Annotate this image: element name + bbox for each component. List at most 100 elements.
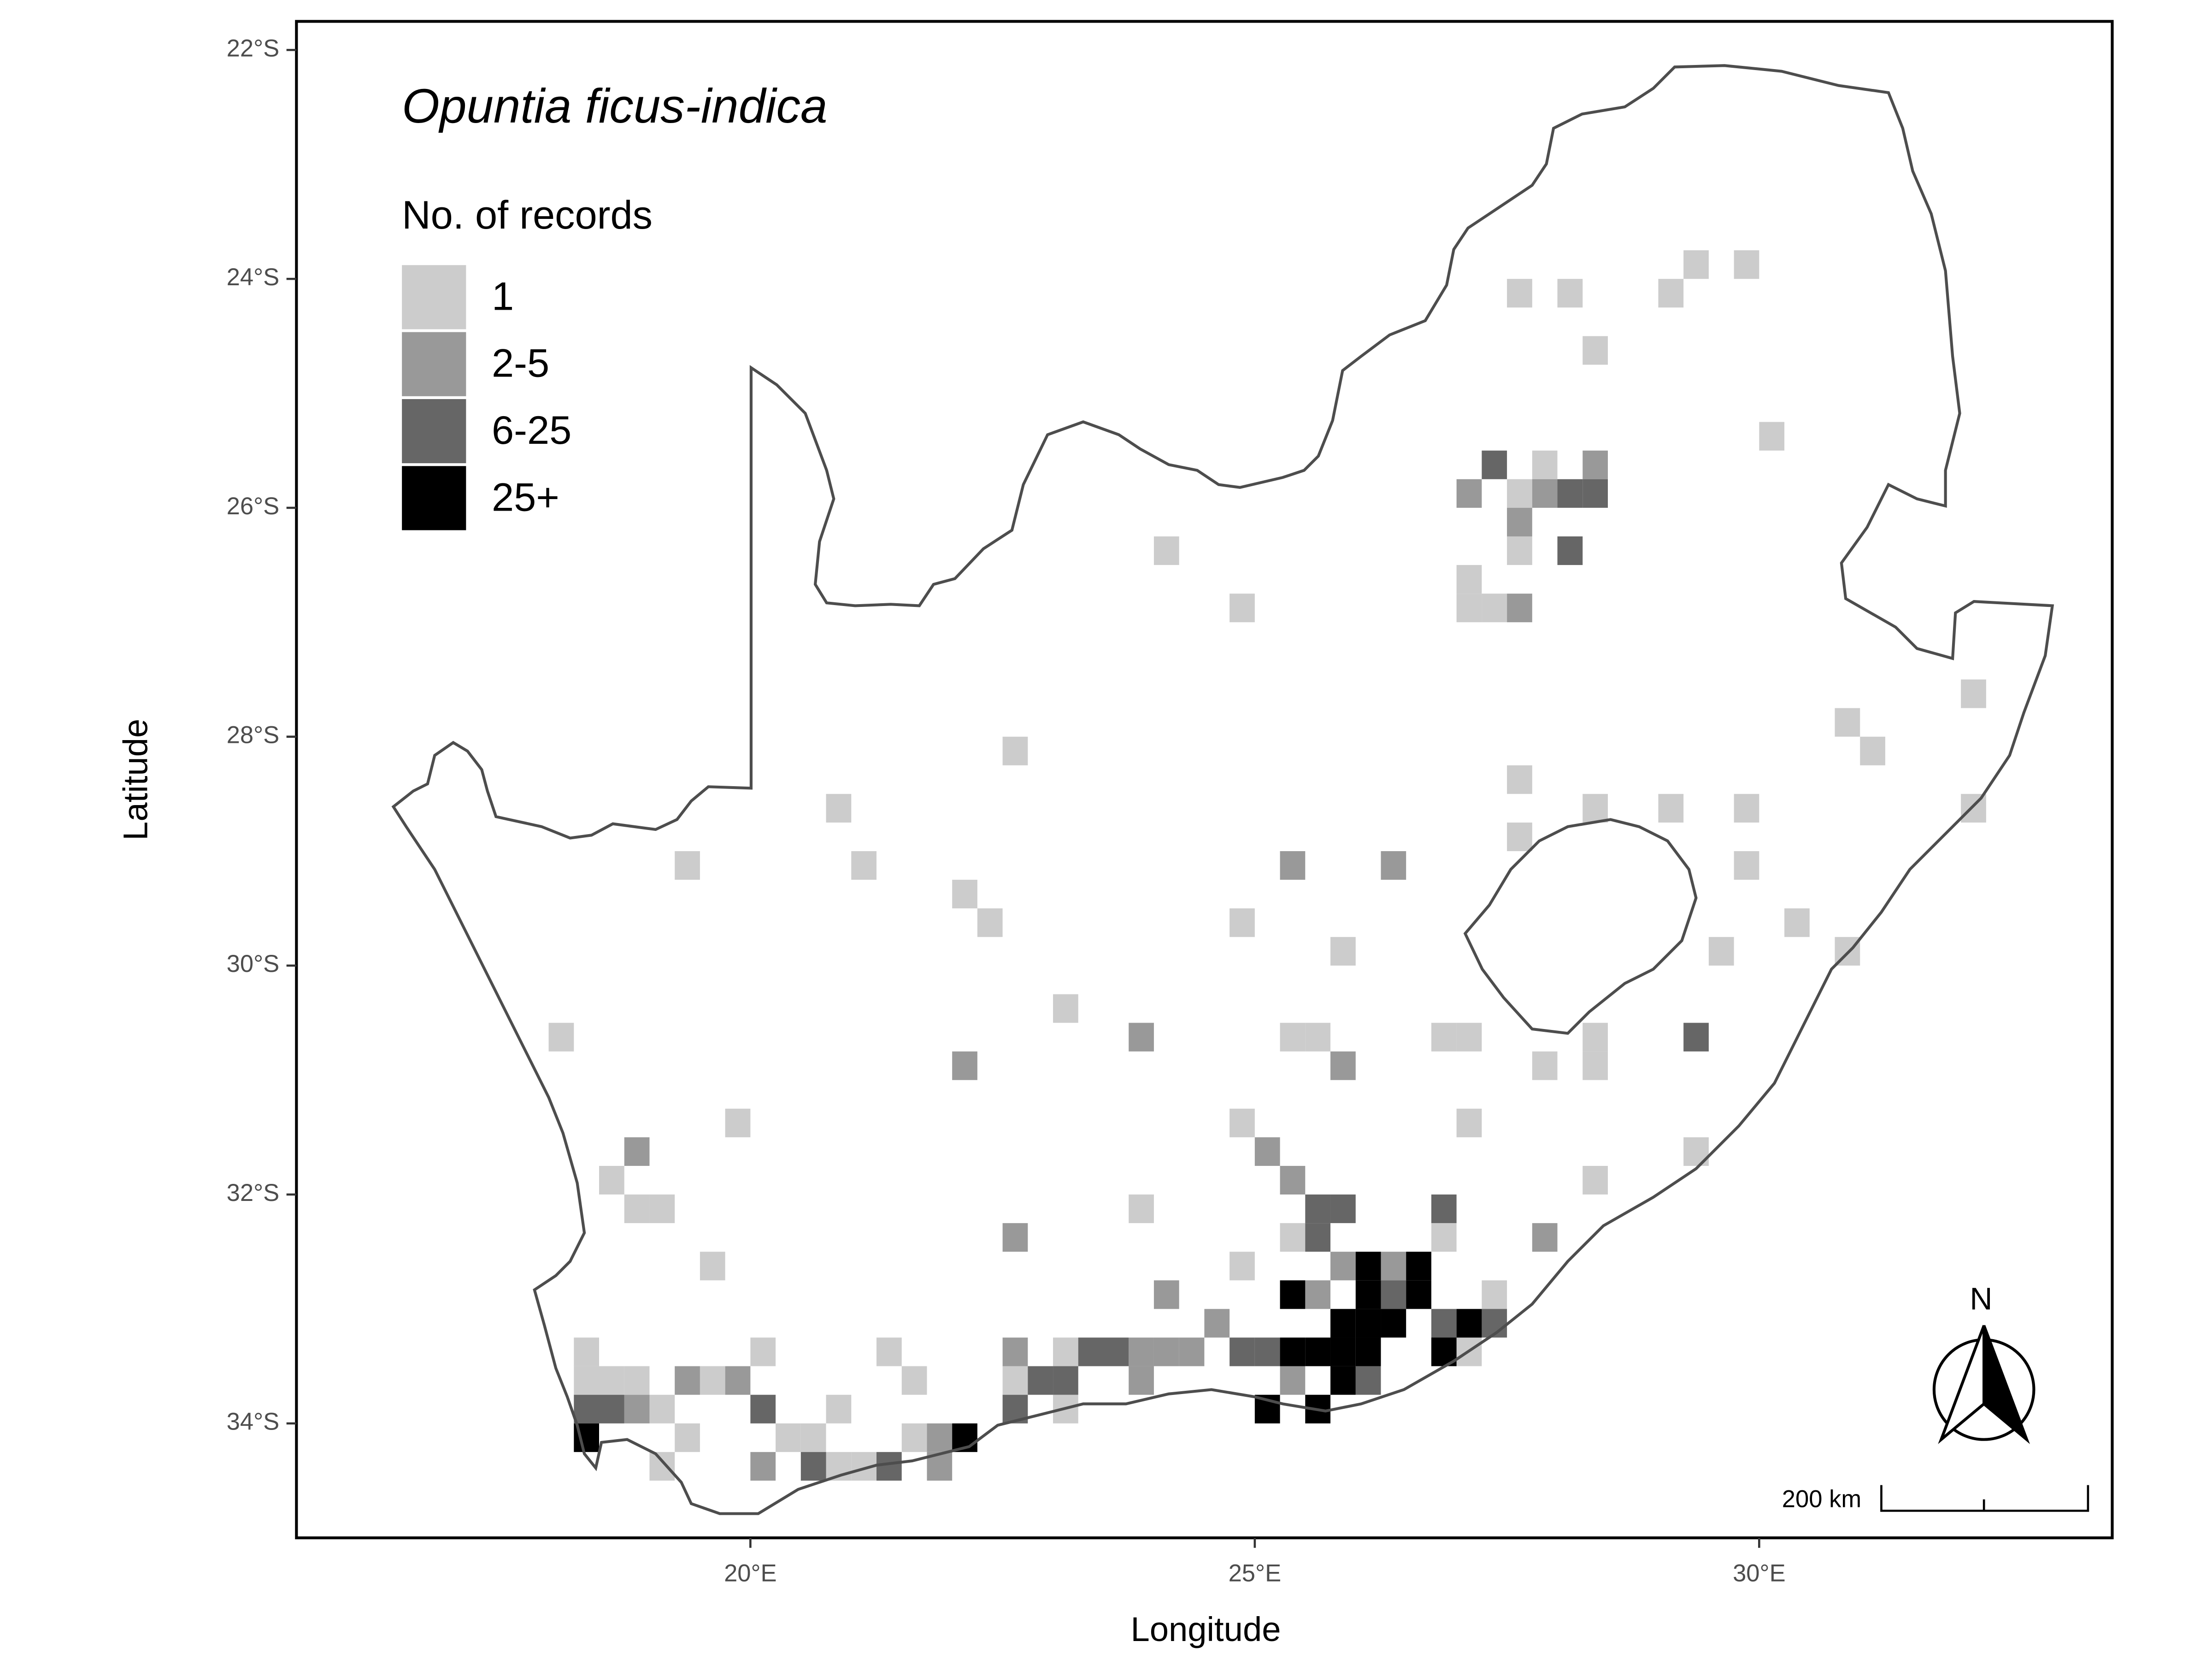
grid-cell (927, 1423, 953, 1452)
grid-cell (1381, 851, 1406, 880)
grid-cell (1129, 1194, 1154, 1224)
grid-cell (1280, 1337, 1306, 1366)
grid-cell (1708, 937, 1734, 966)
north-label: N (1970, 1282, 1992, 1317)
grid-cell (1305, 1337, 1331, 1366)
grid-cell (548, 1023, 574, 1052)
grid-cell (624, 1366, 650, 1395)
grid-cell (649, 1394, 675, 1424)
grid-cell (1456, 1108, 1482, 1137)
north-arrow-right (1983, 1325, 2030, 1444)
grid-cell (675, 1366, 700, 1395)
grid-cell (1507, 765, 1532, 794)
grid-cell (1330, 1337, 1356, 1366)
grid-cell (1179, 1337, 1205, 1366)
y-axis-title: Latitude (117, 719, 155, 841)
grid-cell (574, 1337, 599, 1366)
grid-cell (1532, 1223, 1558, 1252)
grid-cell (1431, 1194, 1457, 1224)
grid-cell (1153, 1280, 1179, 1309)
grid-cell (1734, 794, 1759, 823)
grid-cell (675, 851, 700, 880)
y-tick-label: 22°S (227, 35, 280, 62)
grid-cell (1280, 1366, 1306, 1395)
grid-cell (624, 1137, 650, 1166)
grid-cell (826, 794, 852, 823)
grid-cell (1330, 1366, 1356, 1395)
grid-cell (1153, 1337, 1179, 1366)
y-tick-label: 32°S (227, 1179, 280, 1206)
grid-cell (725, 1366, 751, 1395)
legend: 1 2-5 6-25 25+ (402, 265, 571, 530)
grid-cell (1583, 450, 1608, 479)
grid-cell (1456, 479, 1482, 508)
grid-cell (1330, 1252, 1356, 1281)
grid-cell (1230, 594, 1255, 623)
grid-cell (1406, 1280, 1431, 1309)
grid-cell (1305, 1194, 1331, 1224)
grid-cell (1406, 1252, 1431, 1281)
map-title: Opuntia ficus-indica (402, 79, 827, 133)
grid-cell (1456, 1023, 1482, 1052)
grid-cell (750, 1452, 776, 1481)
grid-cell (1053, 994, 1078, 1023)
grid-cell (776, 1423, 801, 1452)
grid-cell (1583, 794, 1608, 823)
grid-cell (1784, 908, 1810, 937)
grid-cell (574, 1394, 599, 1424)
grid-cell (624, 1194, 650, 1224)
grid-cell (700, 1252, 725, 1281)
grid-cell (1583, 1023, 1608, 1052)
grid-cell (1734, 250, 1759, 279)
grid-cell (1305, 1223, 1331, 1252)
legend-label: 2-5 (492, 341, 549, 386)
grid-cell (1583, 336, 1608, 365)
scale-bar-label: 200 km (1782, 1486, 1861, 1513)
grid-cell (1355, 1337, 1381, 1366)
grid-cell (1355, 1366, 1381, 1395)
legend-key (402, 332, 466, 396)
grid-cell (1280, 1023, 1306, 1052)
legend-title: No. of records (402, 193, 653, 237)
grid-cell (1658, 794, 1684, 823)
grid-cell (826, 1394, 852, 1424)
grid-cell (1583, 1051, 1608, 1080)
grid-cell (1028, 1366, 1053, 1395)
grid-cell (1456, 565, 1482, 594)
cells (548, 250, 1986, 1481)
grid-cell (1305, 1280, 1331, 1309)
lesotho-outline (1463, 818, 1698, 1035)
grid-cell (1053, 1366, 1078, 1395)
grid-cell (876, 1337, 902, 1366)
x-tick-label: 25°E (1229, 1559, 1282, 1587)
grid-cell (901, 1366, 927, 1395)
scale-bar-line (1880, 1485, 2089, 1512)
grid-cell (1230, 908, 1255, 937)
grid-cell (1254, 1337, 1280, 1366)
grid-cell (1330, 937, 1356, 966)
grid-cell (1381, 1280, 1406, 1309)
grid-cell (800, 1423, 826, 1452)
grid-cell (1280, 851, 1306, 880)
grid-cell (1557, 536, 1583, 565)
grid-cell (1153, 536, 1179, 565)
grid-cell (1230, 1252, 1255, 1281)
grid-cell (1103, 1337, 1129, 1366)
grid-cell (1330, 1051, 1356, 1080)
grid-cell (1532, 1051, 1558, 1080)
grid-cell (1129, 1023, 1154, 1052)
y-tick-label: 30°S (227, 950, 280, 977)
x-axis-title: Longitude (1130, 1610, 1281, 1648)
legend-label: 1 (492, 274, 514, 318)
grid-cell (1734, 851, 1759, 880)
grid-cell (1431, 1023, 1457, 1052)
grid-cell (1557, 279, 1583, 308)
country-outline (391, 64, 2054, 1515)
grid-cell (1507, 479, 1532, 508)
legend-key (402, 265, 466, 329)
grid-cell (1482, 1280, 1507, 1309)
grid-cell (1532, 450, 1558, 479)
grid-cell (700, 1366, 725, 1395)
